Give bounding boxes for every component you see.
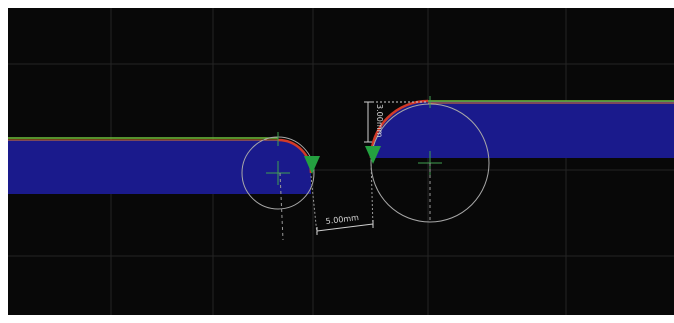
left-extension-line [279, 172, 284, 241]
weld-point-marker-icon[interactable] [304, 156, 320, 174]
horizontal-dimension-label: 5.00mm [325, 213, 359, 226]
left-strip[interactable] [8, 140, 311, 194]
cad-viewport[interactable]: 3.00mm 5.00mm [8, 8, 674, 315]
cad-drawing[interactable]: 3.00mm 5.00mm [8, 8, 674, 315]
weld-point-marker-icon[interactable] [365, 146, 381, 164]
left-center-mark [266, 161, 290, 185]
vertical-dimension-label: 3.00mm [375, 104, 384, 138]
horizontal-dimension[interactable]: 5.00mm [316, 213, 374, 235]
horizontal-dim-ext-right [370, 159, 374, 229]
horizontal-dim-ext-left [310, 175, 318, 235]
vertical-dimension[interactable]: 3.00mm [364, 101, 428, 143]
right-strip[interactable] [371, 101, 674, 158]
